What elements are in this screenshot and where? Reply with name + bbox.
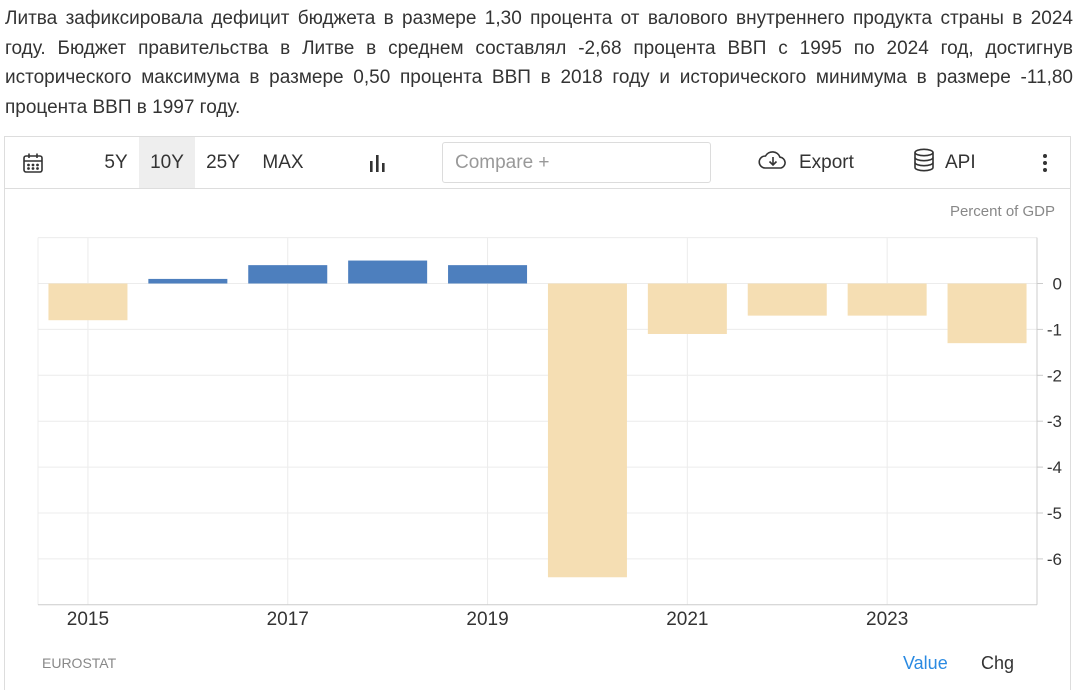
chart-toolbar: 5Y 10Y 25Y MAX Export	[5, 137, 1070, 189]
bar-2022[interactable]	[747, 283, 827, 316]
range-5y-button[interactable]: 5Y	[104, 151, 128, 173]
bar-2021[interactable]	[647, 283, 727, 334]
chart-widget: 5Y 10Y 25Y MAX Export	[4, 136, 1071, 690]
export-button[interactable]: Export	[757, 137, 865, 188]
unit-label: Percent of GDP	[949, 203, 1055, 220]
y-tick-label: -6	[1047, 550, 1062, 569]
cloud-download-icon	[757, 149, 789, 177]
export-label: Export	[799, 151, 854, 173]
bar-2015[interactable]	[48, 283, 128, 321]
vertical-dots-icon[interactable]	[1033, 137, 1057, 188]
range-10y-button[interactable]: 10Y	[139, 137, 195, 188]
api-label: API	[945, 151, 976, 173]
bars	[48, 260, 1027, 578]
bar-2018[interactable]	[348, 260, 428, 284]
x-tick-label: 2015	[67, 609, 109, 629]
bar-2019[interactable]	[448, 265, 528, 284]
description-text: Литва зафиксировала дефицит бюджета в ра…	[5, 8, 1073, 118]
bar-chart: 0 -1 -2 -3 -4 -5 -6 2015 2017 2019 2021 2023	[37, 237, 1062, 629]
x-tick-label: 2021	[666, 609, 708, 629]
y-tick-label: 0	[1053, 275, 1062, 294]
source-label: EUROSTAT	[42, 655, 117, 671]
bar-2024[interactable]	[947, 283, 1027, 344]
x-tick-label: 2023	[866, 609, 908, 629]
calendar-icon[interactable]	[15, 137, 51, 188]
value-toggle[interactable]: Value	[903, 653, 948, 673]
compare-input[interactable]	[442, 142, 711, 183]
y-tick-label: -4	[1047, 458, 1062, 477]
range-25y-button[interactable]: 25Y	[206, 151, 240, 173]
x-tick-label: 2017	[267, 609, 309, 629]
bar-2023[interactable]	[847, 283, 927, 316]
y-tick-label: -2	[1047, 366, 1062, 385]
api-button[interactable]: API	[913, 137, 995, 188]
description: Литва зафиксировала дефицит бюджета в ра…	[5, 4, 1073, 122]
bar-2020[interactable]	[547, 283, 627, 578]
change-toggle[interactable]: Chg	[981, 653, 1015, 673]
y-tick-label: -5	[1047, 504, 1062, 523]
range-max-button[interactable]: MAX	[262, 151, 304, 173]
y-tick-label: -1	[1047, 320, 1062, 339]
bar-2017[interactable]	[248, 265, 328, 284]
y-tick-label: -3	[1047, 412, 1062, 431]
database-icon	[913, 147, 935, 178]
grid-lines	[37, 237, 1037, 605]
bar-chart-icon[interactable]	[357, 137, 397, 188]
bar-2016[interactable]	[148, 278, 228, 284]
x-tick-label: 2019	[466, 609, 508, 629]
